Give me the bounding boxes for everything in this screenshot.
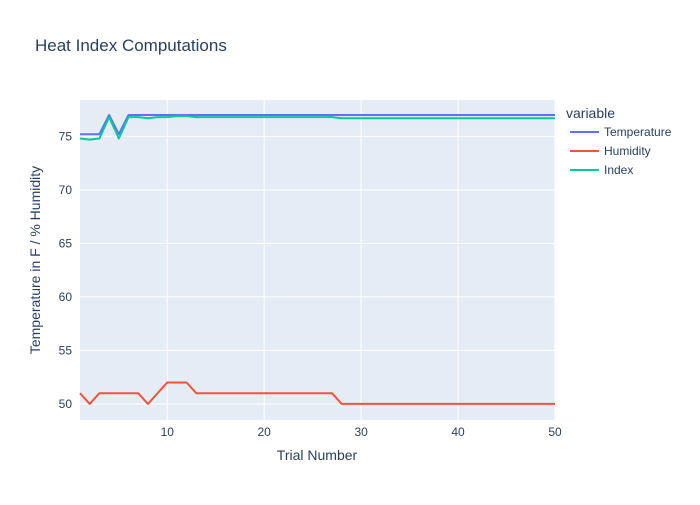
legend: variable Temperature Humidity Index <box>566 105 672 177</box>
y-tick-label: 75 <box>59 129 73 143</box>
x-tick-label: 40 <box>451 425 465 439</box>
legend-label-index: Index <box>604 163 633 177</box>
chart-title: Heat Index Computations <box>35 36 227 55</box>
series-line-temperature <box>80 114 555 136</box>
y-tick-label: 65 <box>59 236 73 250</box>
legend-items: Temperature Humidity Index <box>570 125 672 177</box>
y-tick-label: 50 <box>59 397 73 411</box>
x-tick-label: 20 <box>258 425 272 439</box>
y-tick-labels: 50 55 60 65 70 75 <box>59 129 73 411</box>
x-axis-label: Trial Number <box>277 447 358 463</box>
series-lines <box>79 114 555 405</box>
legend-label-temperature: Temperature <box>604 125 672 139</box>
x-tick-label: 50 <box>548 425 562 439</box>
y-tick-label: 70 <box>59 183 73 197</box>
y-tick-label: 60 <box>59 290 73 304</box>
x-tick-label: 10 <box>161 425 175 439</box>
legend-title: variable <box>566 105 615 121</box>
y-axis-label: Temperature in F / % Humidity <box>27 166 43 354</box>
legend-label-humidity: Humidity <box>604 144 651 158</box>
x-tick-labels: 10 20 30 40 50 <box>161 425 562 439</box>
grid-lines <box>80 100 556 420</box>
x-tick-label: 30 <box>354 425 368 439</box>
series-line-index <box>79 115 555 141</box>
plot-area <box>80 100 555 420</box>
y-tick-label: 55 <box>59 343 73 357</box>
series-line-humidity <box>79 381 555 405</box>
